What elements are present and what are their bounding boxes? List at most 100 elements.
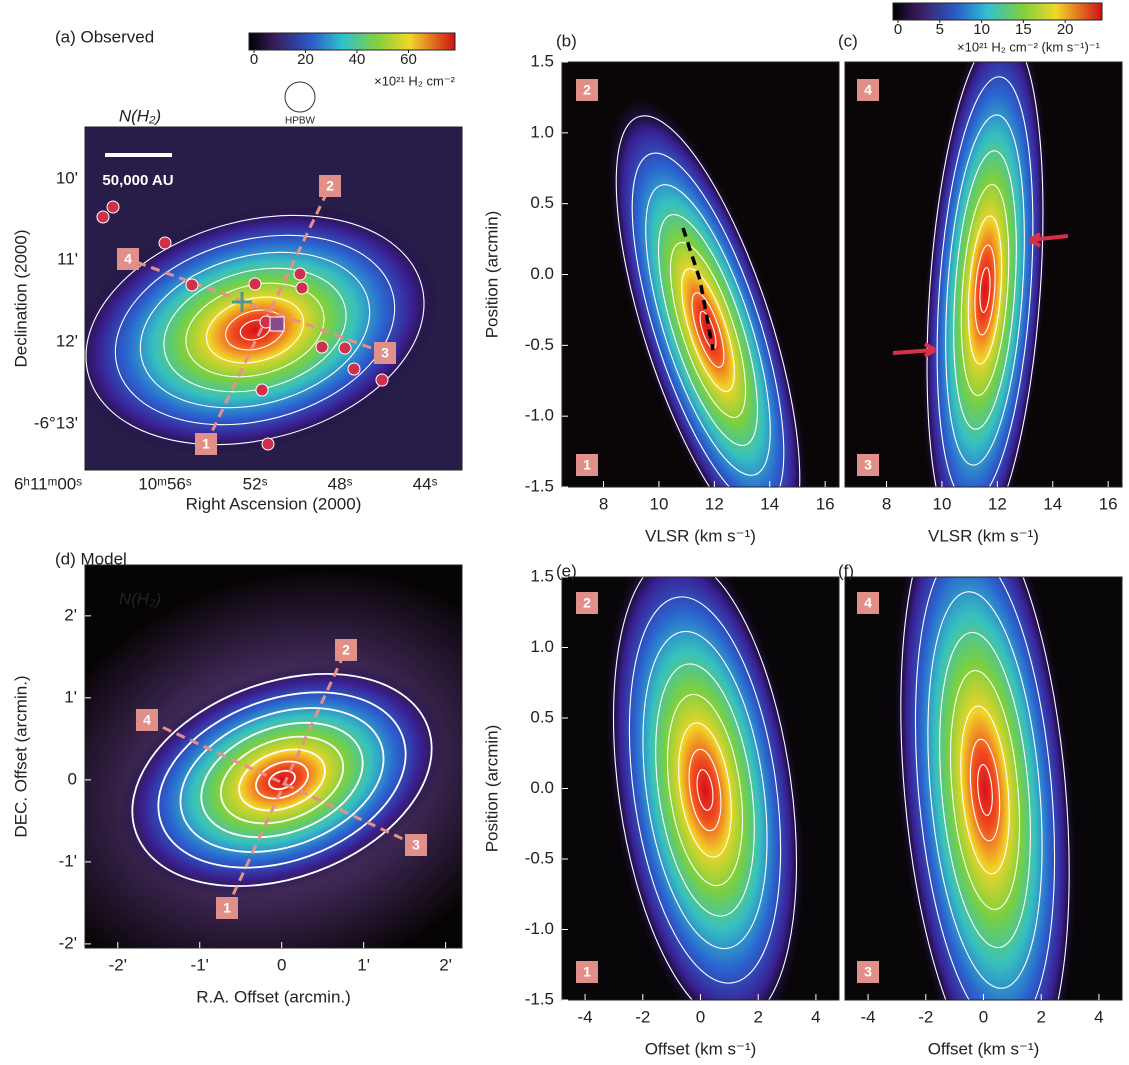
x-tick-label: 10 bbox=[932, 494, 951, 513]
panel-title: (c) bbox=[838, 31, 858, 50]
source-dot bbox=[316, 341, 328, 353]
cut-label: 1 bbox=[202, 436, 210, 452]
y-tick-label: 0 bbox=[68, 769, 77, 788]
source-dot bbox=[296, 282, 308, 294]
heatmap bbox=[845, 465, 1122, 1065]
x-axis-label: VLSR (km s⁻¹) bbox=[928, 526, 1039, 545]
source-dot bbox=[97, 211, 109, 223]
x-tick-label: 44ˢ bbox=[413, 474, 438, 493]
panel-title: (a) Observed bbox=[55, 27, 154, 46]
x-tick-label: -2 bbox=[918, 1007, 933, 1026]
x-tick-label: -4 bbox=[578, 1007, 593, 1026]
colorbar-tick-label: 20 bbox=[297, 51, 314, 68]
y-tick-label: -1.0 bbox=[525, 919, 554, 938]
cut-label: 2 bbox=[583, 82, 591, 98]
x-tick-label: 52ˢ bbox=[243, 474, 268, 493]
x-tick-label: 12 bbox=[705, 494, 724, 513]
figure: 50,000 AUHPBW12346ʰ11ᵐ00ˢ10ᵐ56ˢ52ˢ48ˢ44ˢ… bbox=[0, 0, 1129, 1065]
x-tick-label: 0 bbox=[277, 955, 286, 974]
annotation: N(H₂) bbox=[119, 589, 161, 608]
cut-label: 1 bbox=[583, 457, 591, 473]
y-axis-label: Position (arcmin) bbox=[482, 725, 501, 853]
y-tick-label: 0.0 bbox=[530, 264, 554, 283]
colorbar-label: ×10²¹ H₂ cm⁻² (km s⁻¹)⁻¹ bbox=[957, 39, 1101, 54]
y-tick-label: -0.5 bbox=[525, 335, 554, 354]
x-tick-label: 4 bbox=[811, 1007, 820, 1026]
cut-label: 3 bbox=[412, 837, 420, 853]
colorbar-tick-label: 10 bbox=[973, 21, 990, 38]
source-dot bbox=[186, 279, 198, 291]
x-tick-label: 8 bbox=[882, 494, 891, 513]
source-dot bbox=[107, 201, 119, 213]
x-tick-label: 48ˢ bbox=[328, 474, 353, 493]
cut-label: 3 bbox=[864, 964, 872, 980]
y-tick-label: 1.5 bbox=[530, 51, 554, 70]
x-axis-label: VLSR (km s⁻¹) bbox=[645, 526, 756, 545]
x-tick-label: 2 bbox=[1036, 1007, 1045, 1026]
source-dot bbox=[294, 268, 306, 280]
x-tick-label: 0 bbox=[979, 1007, 988, 1026]
x-tick-label: 16 bbox=[816, 494, 835, 513]
source-dot bbox=[256, 384, 268, 396]
x-axis-label: Offset (km s⁻¹) bbox=[645, 1039, 757, 1058]
x-tick-label: 0 bbox=[696, 1007, 705, 1026]
panel-title: (d) Model bbox=[55, 549, 127, 568]
colorbar-tick-label: 40 bbox=[349, 51, 366, 68]
x-tick-label: 14 bbox=[1043, 494, 1062, 513]
colorbar-tick-label: 15 bbox=[1015, 21, 1032, 38]
x-tick-label: 2' bbox=[439, 955, 452, 974]
x-tick-label: 4 bbox=[1094, 1007, 1103, 1026]
colorbar-tick-label: 5 bbox=[936, 21, 944, 38]
x-tick-label: 10 bbox=[649, 494, 668, 513]
annotation: N(H₂) bbox=[119, 106, 161, 125]
y-tick-label: -1.5 bbox=[525, 989, 554, 1008]
cut-label: 4 bbox=[864, 82, 872, 98]
y-tick-label: 12' bbox=[56, 331, 78, 350]
source-dot bbox=[249, 278, 261, 290]
cut-label: 4 bbox=[124, 251, 132, 267]
y-tick-label: -1' bbox=[59, 851, 77, 870]
beam bbox=[285, 82, 315, 112]
panel-title: (e) bbox=[556, 561, 577, 580]
x-tick-label: 2 bbox=[753, 1007, 762, 1026]
source-dot bbox=[262, 438, 274, 450]
x-tick-label: 16 bbox=[1099, 494, 1118, 513]
cut-label: 3 bbox=[381, 345, 389, 361]
square bbox=[270, 317, 284, 331]
cut-label: 4 bbox=[864, 595, 872, 611]
y-tick-label: 1.0 bbox=[530, 637, 554, 656]
x-tick-label: 14 bbox=[760, 494, 779, 513]
y-tick-label: -1.5 bbox=[525, 476, 554, 495]
y-tick-label: 0.0 bbox=[530, 778, 554, 797]
y-tick-label: -0.5 bbox=[525, 848, 554, 867]
x-tick-label: 10ᵐ56ˢ bbox=[138, 474, 192, 493]
cut-label: 2 bbox=[583, 595, 591, 611]
source-dot bbox=[159, 237, 171, 249]
cut-label: 1 bbox=[583, 964, 591, 980]
scale-label: 50,000 AU bbox=[102, 172, 173, 189]
colorbar-tick-label: 0 bbox=[250, 51, 258, 68]
colorbar-label: ×10²¹ H₂ cm⁻² bbox=[374, 73, 456, 88]
y-tick-label: -2' bbox=[59, 933, 77, 952]
colorbar bbox=[893, 3, 1102, 20]
y-tick-label: 2' bbox=[64, 605, 77, 624]
y-tick-label: 0.5 bbox=[530, 193, 554, 212]
y-tick-label: 1' bbox=[64, 687, 77, 706]
y-tick-label: -6°13' bbox=[34, 413, 78, 432]
y-tick-label: 1.0 bbox=[530, 122, 554, 141]
y-tick-label: -1.0 bbox=[525, 406, 554, 425]
x-tick-label: -2 bbox=[635, 1007, 650, 1026]
source-dot bbox=[376, 374, 388, 386]
x-tick-label: 1' bbox=[357, 955, 370, 974]
cut-label: 4 bbox=[143, 712, 151, 728]
y-tick-label: 11' bbox=[57, 249, 78, 268]
y-tick-label: 1.5 bbox=[530, 566, 554, 585]
panel-title: (b) bbox=[556, 31, 577, 50]
x-tick-label: -2' bbox=[109, 955, 127, 974]
panel-title: (f) bbox=[838, 561, 854, 580]
x-tick-label: 6ʰ11ᵐ00ˢ bbox=[14, 474, 82, 493]
colorbar bbox=[249, 33, 455, 50]
heatmap bbox=[845, 5, 1122, 575]
y-tick-label: 0.5 bbox=[530, 707, 554, 726]
colorbar-tick-label: 60 bbox=[400, 51, 417, 68]
